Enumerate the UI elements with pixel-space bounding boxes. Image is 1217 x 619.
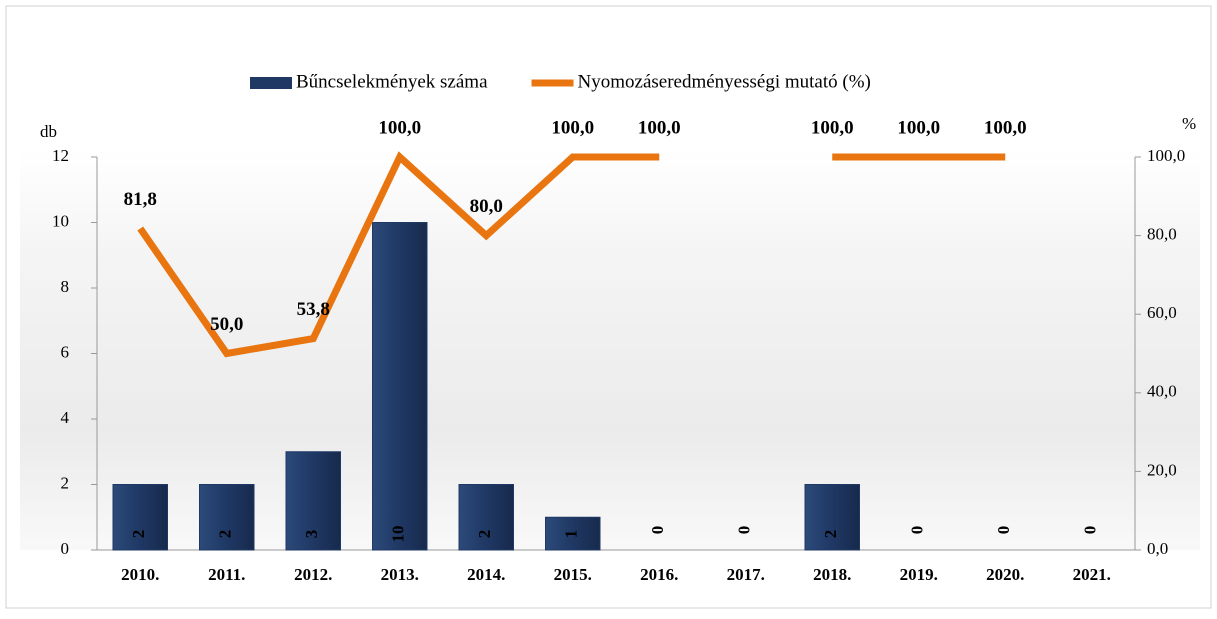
x-tick-label: 2015.	[554, 565, 592, 584]
bar	[372, 222, 428, 551]
y-tick-label: 8	[61, 277, 70, 296]
y-tick-label: 2	[61, 473, 70, 492]
line-value-label: 80,0	[470, 196, 503, 217]
x-tick-label: 2013.	[381, 565, 419, 584]
x-tick-label: 2021.	[1073, 565, 1111, 584]
line	[137, 151, 1006, 358]
y2-tick-label: 60,0	[1147, 303, 1177, 322]
bar-value-label: 2	[216, 530, 235, 539]
legend-swatch	[250, 77, 292, 89]
bar	[545, 516, 601, 551]
line-value-label: 100,0	[811, 117, 854, 138]
line-value-label: 53,8	[297, 299, 330, 320]
bar-value-label: 0	[648, 526, 667, 535]
bar-value-label: 2	[129, 530, 148, 539]
bar-value-label: 2	[475, 530, 494, 539]
line-value-label: 100,0	[638, 117, 681, 138]
y-tick-label: 10	[52, 211, 69, 230]
legend-label: Nyomozáseredményességi mutató (%)	[578, 71, 871, 92]
bar	[804, 484, 860, 551]
line-value-label: 100,0	[378, 117, 421, 138]
y-axis-title: db	[40, 122, 57, 141]
y2-tick-label: 0,0	[1147, 539, 1168, 558]
bar-value-label: 1	[562, 530, 581, 539]
bar-value-label: 0	[908, 526, 927, 535]
x-tick-label: 2012.	[294, 565, 332, 584]
x-tick-label: 2020.	[986, 565, 1024, 584]
bar-value-label: 10	[389, 526, 408, 543]
x-tick-label: 2016.	[640, 565, 678, 584]
x-tick-label: 2011.	[208, 565, 245, 584]
background	[20, 150, 1200, 550]
y-tick-label: 0	[61, 539, 70, 558]
y-tick-label: 6	[61, 342, 70, 361]
x-tick-label: 2018.	[813, 565, 851, 584]
bar	[199, 484, 255, 551]
bar-value-label: 3	[302, 530, 321, 539]
bar-value-label: 0	[735, 526, 754, 535]
x-tick-label: 2014.	[467, 565, 505, 584]
y2-tick-label: 80,0	[1147, 225, 1177, 244]
x-tick-label: 2017.	[727, 565, 765, 584]
bar-value-label: 2	[821, 530, 840, 539]
bar-value-label: 0	[994, 526, 1013, 535]
line-value-label: 81,8	[124, 189, 157, 210]
x-tick-label: 2010.	[121, 565, 159, 584]
y2-tick-label: 100,0	[1147, 146, 1185, 165]
y2-tick-label: 40,0	[1147, 382, 1177, 401]
bar	[112, 484, 168, 551]
y-tick-label: 12	[52, 146, 69, 165]
line-value-label: 100,0	[984, 117, 1027, 138]
y-tick-label: 4	[61, 408, 70, 427]
line-value-label: 100,0	[897, 117, 940, 138]
x-tick-label: 2019.	[900, 565, 938, 584]
bar-value-label: 0	[1081, 526, 1100, 535]
bar	[285, 451, 341, 551]
legend-label: Bűncselekmények száma	[296, 71, 488, 92]
line-value-label: 50,0	[210, 314, 243, 335]
y2-axis-title: %	[1182, 114, 1196, 133]
line-value-label: 100,0	[551, 117, 594, 138]
bar	[458, 484, 514, 551]
y2-tick-label: 20,0	[1147, 460, 1177, 479]
